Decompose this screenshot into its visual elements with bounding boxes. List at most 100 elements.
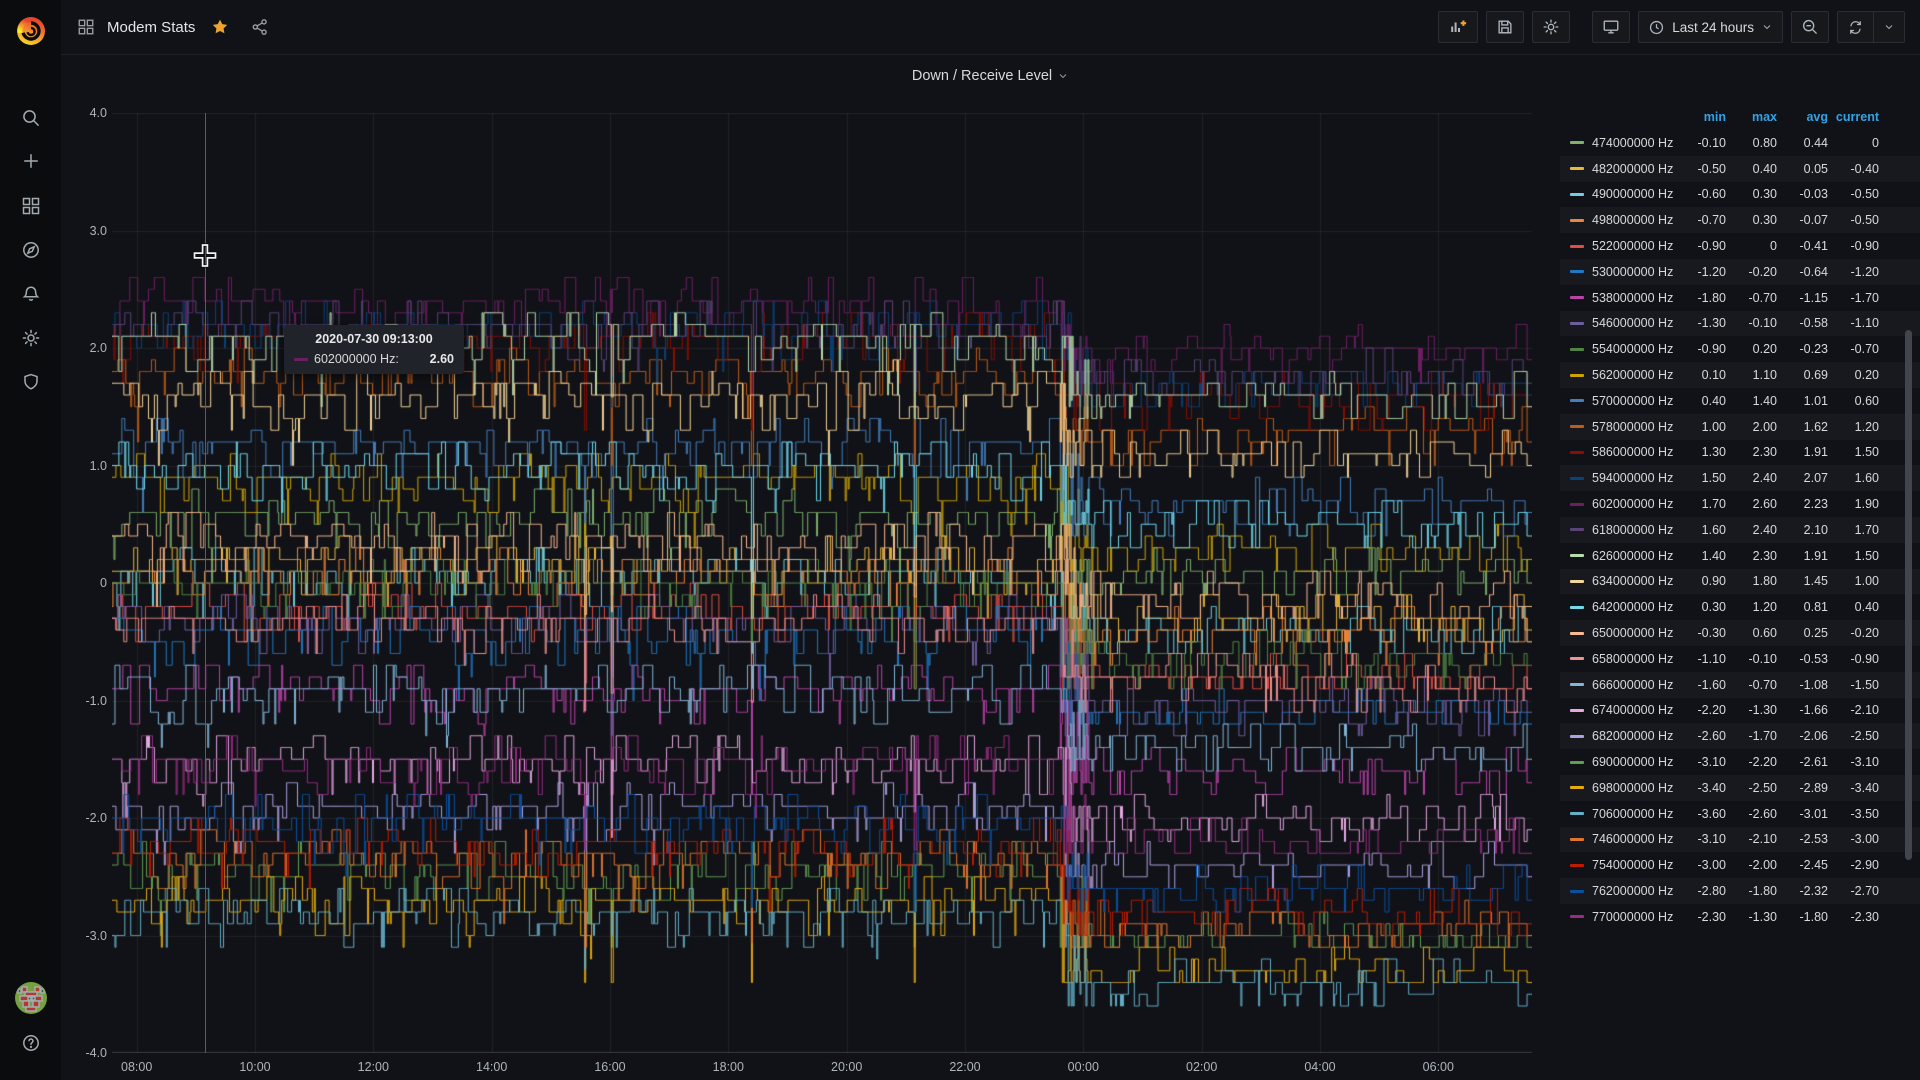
legend-row[interactable]: 594000000 Hz 1.50 2.40 2.07 1.60 (1560, 465, 1920, 491)
legend-series-label[interactable]: 602000000 Hz (1570, 497, 1675, 511)
legend-series-label[interactable]: 746000000 Hz (1570, 832, 1675, 846)
legend-row[interactable]: 674000000 Hz -2.20 -1.30 -1.66 -2.10 (1560, 698, 1920, 724)
legend-series-label[interactable]: 538000000 Hz (1570, 291, 1675, 305)
legend-scrollbar-thumb[interactable] (1905, 330, 1912, 860)
legend-series-label[interactable]: 658000000 Hz (1570, 652, 1675, 666)
legend-series-label[interactable]: 554000000 Hz (1570, 342, 1675, 356)
legend-series-label[interactable]: 562000000 Hz (1570, 368, 1675, 382)
sidebar (0, 0, 61, 1080)
dashboard-grid-icon[interactable] (75, 12, 97, 42)
legend-row[interactable]: 642000000 Hz 0.30 1.20 0.81 0.40 (1560, 594, 1920, 620)
legend-series-label[interactable]: 618000000 Hz (1570, 523, 1675, 537)
legend-value-current: -0.20 (1850, 626, 1880, 641)
legend-row[interactable]: 626000000 Hz 1.40 2.30 1.91 1.50 (1560, 543, 1920, 569)
legend-series-label[interactable]: 578000000 Hz (1570, 420, 1675, 434)
grafana-logo-icon[interactable] (0, 6, 61, 52)
legend-series-label[interactable]: 634000000 Hz (1570, 574, 1675, 588)
legend-row[interactable]: 530000000 Hz -1.20 -0.20 -0.64 -1.20 (1560, 259, 1920, 285)
legend-value-current: -1.10 (1850, 316, 1880, 331)
legend-sort-min[interactable]: min (1703, 110, 1726, 124)
legend-series-label[interactable]: 762000000 Hz (1570, 884, 1675, 898)
legend-sort-current[interactable]: current (1835, 110, 1879, 124)
legend-row[interactable]: 546000000 Hz -1.30 -0.10 -0.58 -1.10 (1560, 311, 1920, 337)
legend-series-label[interactable]: 490000000 Hz (1570, 187, 1675, 201)
legend-series-label[interactable]: 642000000 Hz (1570, 600, 1675, 614)
legend-row[interactable]: 618000000 Hz 1.60 2.40 2.10 1.70 (1560, 517, 1920, 543)
legend-series-label[interactable]: 770000000 Hz (1570, 910, 1675, 924)
legend-series-label[interactable]: 706000000 Hz (1570, 807, 1675, 821)
cycle-view-button[interactable] (1592, 11, 1631, 43)
refresh-interval-dropdown[interactable] (1874, 12, 1904, 42)
series-color-dash (1570, 889, 1584, 893)
refresh-button[interactable] (1838, 12, 1873, 42)
legend-row[interactable]: 498000000 Hz -0.70 0.30 -0.07 -0.50 (1560, 207, 1920, 233)
help-icon[interactable] (0, 1021, 61, 1065)
legend-series-label[interactable]: 674000000 Hz (1570, 703, 1675, 717)
legend-row[interactable]: 586000000 Hz 1.30 2.30 1.91 1.50 (1560, 440, 1920, 466)
search-icon[interactable] (0, 96, 61, 140)
legend-row[interactable]: 602000000 Hz 1.70 2.60 2.23 1.90 (1560, 491, 1920, 517)
legend-row[interactable]: 762000000 Hz -2.80 -1.80 -2.32 -2.70 (1560, 878, 1920, 904)
explore-compass-icon[interactable] (0, 228, 61, 272)
legend-series-label[interactable]: 522000000 Hz (1570, 239, 1675, 253)
legend-row[interactable]: 522000000 Hz -0.90 0 -0.41 -0.90 (1560, 233, 1920, 259)
legend-row[interactable]: 682000000 Hz -2.60 -1.70 -2.06 -2.50 (1560, 723, 1920, 749)
alerting-bell-icon[interactable] (0, 272, 61, 316)
legend-series-label[interactable]: 498000000 Hz (1570, 213, 1675, 227)
legend-series-label[interactable]: 754000000 Hz (1570, 858, 1675, 872)
legend-value-max: -0.70 (1748, 290, 1778, 305)
legend-row[interactable]: 554000000 Hz -0.90 0.20 -0.23 -0.70 (1560, 336, 1920, 362)
legend-row[interactable]: 690000000 Hz -3.10 -2.20 -2.61 -3.10 (1560, 749, 1920, 775)
add-icon[interactable] (0, 139, 61, 183)
y-tick-label: 2.0 (89, 341, 107, 355)
legend-series-label[interactable]: 546000000 Hz (1570, 316, 1675, 330)
legend-series-label[interactable]: 650000000 Hz (1570, 626, 1675, 640)
legend-series-label[interactable]: 594000000 Hz (1570, 471, 1675, 485)
configuration-gear-icon[interactable] (0, 316, 61, 360)
legend-series-label[interactable]: 682000000 Hz (1570, 729, 1675, 743)
share-icon[interactable] (245, 12, 275, 42)
save-dashboard-button[interactable] (1486, 11, 1525, 43)
add-panel-button[interactable] (1438, 11, 1479, 43)
dashboard-title[interactable]: Modem Stats (107, 18, 196, 36)
legend-row[interactable]: 490000000 Hz -0.60 0.30 -0.03 -0.50 (1560, 182, 1920, 208)
legend-series-label[interactable]: 666000000 Hz (1570, 678, 1675, 692)
panel-title[interactable]: Down / Receive Level (912, 68, 1069, 84)
favorite-star-icon[interactable] (205, 12, 235, 42)
time-range-picker[interactable]: Last 24 hours (1638, 11, 1783, 43)
legend-row[interactable]: 650000000 Hz -0.30 0.60 0.25 -0.20 (1560, 620, 1920, 646)
legend-row[interactable]: 706000000 Hz -3.60 -2.60 -3.01 -3.50 (1560, 801, 1920, 827)
legend-sort-avg[interactable]: avg (1806, 110, 1828, 124)
dashboards-icon[interactable] (0, 184, 61, 228)
legend-row[interactable]: 578000000 Hz 1.00 2.00 1.62 1.20 (1560, 414, 1920, 440)
timeseries-canvas[interactable] (112, 113, 1532, 1053)
legend-row[interactable]: 666000000 Hz -1.60 -0.70 -1.08 -1.50 (1560, 672, 1920, 698)
legend-row[interactable]: 482000000 Hz -0.50 0.40 0.05 -0.40 (1560, 156, 1920, 182)
legend-series-label[interactable]: 482000000 Hz (1570, 162, 1675, 176)
legend-series-label[interactable]: 626000000 Hz (1570, 549, 1675, 563)
legend-row[interactable]: 562000000 Hz 0.10 1.10 0.69 0.20 (1560, 362, 1920, 388)
legend-series-label[interactable]: 690000000 Hz (1570, 755, 1675, 769)
legend-value-min: -1.60 (1697, 677, 1727, 692)
legend-row[interactable]: 770000000 Hz -2.30 -1.30 -1.80 -2.30 (1560, 904, 1920, 930)
legend-value-avg: -2.32 (1799, 884, 1829, 898)
legend-series-label[interactable]: 530000000 Hz (1570, 265, 1675, 279)
user-avatar[interactable] (0, 976, 61, 1020)
legend-row[interactable]: 474000000 Hz -0.10 0.80 0.44 0 (1560, 130, 1920, 156)
legend-row[interactable]: 746000000 Hz -3.10 -2.10 -2.53 -3.00 (1560, 827, 1920, 853)
legend-series-label[interactable]: 570000000 Hz (1570, 394, 1675, 408)
graph-plot-area[interactable]: 4.0 3.0 2.0 1.0 0 -1.0 -2.0 -3.0 -4.0 08:00 10:00… (85, 106, 1532, 1074)
legend-row[interactable]: 698000000 Hz -3.40 -2.50 -2.89 -3.40 (1560, 775, 1920, 801)
legend-series-label[interactable]: 698000000 Hz (1570, 781, 1675, 795)
legend-row[interactable]: 754000000 Hz -3.00 -2.00 -2.45 -2.90 (1560, 852, 1920, 878)
dashboard-settings-button[interactable] (1532, 11, 1571, 43)
legend-row[interactable]: 570000000 Hz 0.40 1.40 1.01 0.60 (1560, 388, 1920, 414)
server-admin-shield-icon[interactable] (0, 360, 61, 404)
legend-row[interactable]: 634000000 Hz 0.90 1.80 1.45 1.00 (1560, 569, 1920, 595)
legend-series-label[interactable]: 586000000 Hz (1570, 445, 1675, 459)
legend-series-label[interactable]: 474000000 Hz (1570, 136, 1675, 150)
zoom-out-button[interactable] (1791, 11, 1829, 43)
legend-row[interactable]: 658000000 Hz -1.10 -0.10 -0.53 -0.90 (1560, 646, 1920, 672)
legend-sort-max[interactable]: max (1751, 110, 1777, 124)
legend-row[interactable]: 538000000 Hz -1.80 -0.70 -1.15 -1.70 (1560, 285, 1920, 311)
